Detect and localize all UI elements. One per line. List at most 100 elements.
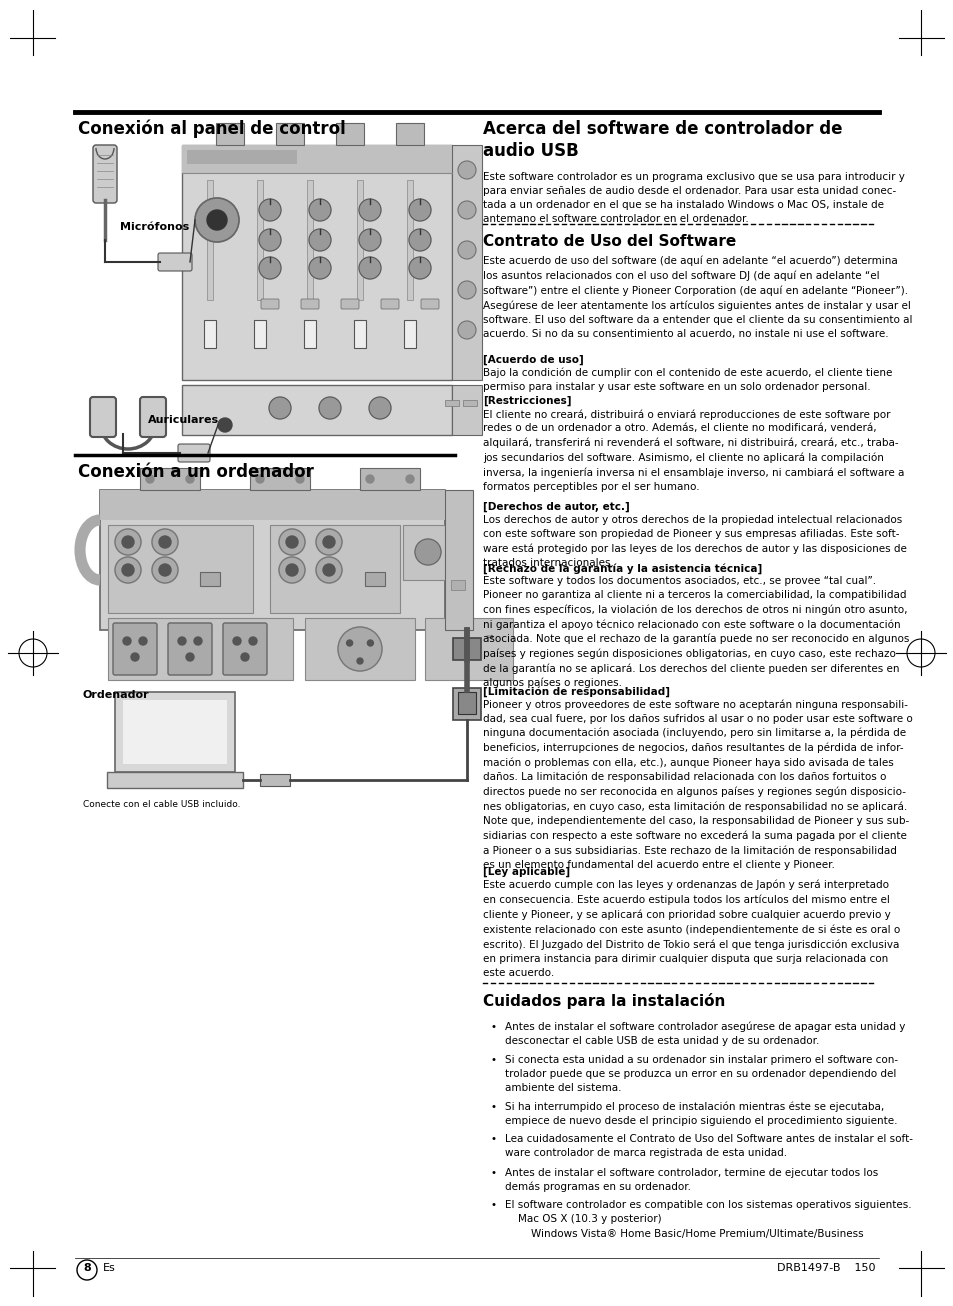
FancyBboxPatch shape [395, 123, 423, 145]
Circle shape [159, 564, 171, 576]
FancyBboxPatch shape [420, 299, 438, 310]
Text: Cuidados para la instalación: Cuidados para la instalación [482, 993, 724, 1010]
Text: DRB1497-B    150: DRB1497-B 150 [777, 1263, 875, 1273]
Text: Si ha interrumpido el proceso de instalación mientras éste se ejecutaba,
empiece: Si ha interrumpido el proceso de instala… [504, 1101, 897, 1126]
FancyBboxPatch shape [100, 490, 444, 520]
FancyBboxPatch shape [275, 123, 304, 145]
Circle shape [356, 658, 363, 663]
Circle shape [369, 397, 391, 419]
Circle shape [218, 418, 232, 432]
Text: [Ley aplicable]: [Ley aplicable] [482, 867, 570, 878]
Circle shape [406, 475, 414, 483]
FancyBboxPatch shape [140, 397, 166, 438]
Text: Acerca del software de controlador de: Acerca del software de controlador de [482, 120, 841, 138]
Circle shape [323, 535, 335, 549]
Text: Conecte con el cable USB incluido.: Conecte con el cable USB incluido. [83, 801, 240, 808]
FancyBboxPatch shape [261, 299, 278, 310]
FancyBboxPatch shape [453, 639, 480, 660]
Circle shape [367, 640, 373, 646]
Text: Este acuerdo de uso del software (de aquí en adelante “el acuerdo”) determina
lo: Este acuerdo de uso del software (de aqu… [482, 256, 911, 338]
Circle shape [309, 199, 331, 221]
Text: Conexión a un ordenador: Conexión a un ordenador [78, 464, 314, 481]
Text: Conexión al panel de control: Conexión al panel de control [78, 120, 345, 138]
Circle shape [278, 556, 305, 582]
Circle shape [193, 637, 202, 645]
Circle shape [194, 199, 239, 242]
Circle shape [286, 564, 297, 576]
Text: audio USB: audio USB [482, 142, 578, 161]
FancyBboxPatch shape [354, 320, 366, 347]
Circle shape [115, 556, 141, 582]
Circle shape [358, 199, 380, 221]
FancyBboxPatch shape [307, 180, 313, 300]
Circle shape [255, 475, 264, 483]
FancyBboxPatch shape [444, 400, 458, 406]
Circle shape [337, 627, 381, 671]
FancyBboxPatch shape [305, 618, 415, 680]
FancyBboxPatch shape [158, 253, 192, 272]
Circle shape [457, 161, 476, 179]
FancyBboxPatch shape [335, 123, 364, 145]
Circle shape [309, 229, 331, 251]
Text: •: • [491, 1055, 497, 1064]
Circle shape [122, 564, 133, 576]
Text: [Limitación de responsabilidad]: [Limitación de responsabilidad] [482, 686, 669, 697]
FancyBboxPatch shape [215, 123, 244, 145]
Circle shape [457, 321, 476, 340]
FancyBboxPatch shape [200, 572, 220, 586]
Text: El cliente no creará, distribuirá o enviará reproducciones de este software por
: El cliente no creará, distribuirá o envi… [482, 409, 903, 492]
FancyBboxPatch shape [453, 688, 480, 720]
Text: 8: 8 [83, 1263, 91, 1273]
Text: Antes de instalar el software controlador, termine de ejecutar todos los
demás p: Antes de instalar el software controlado… [504, 1168, 878, 1192]
FancyBboxPatch shape [182, 145, 452, 380]
Text: Ordenador: Ordenador [83, 690, 150, 700]
FancyBboxPatch shape [204, 320, 215, 347]
Circle shape [457, 281, 476, 299]
FancyBboxPatch shape [253, 320, 266, 347]
Text: Micrófonos: Micrófonos [120, 222, 189, 232]
Text: Pioneer y otros proveedores de este software no aceptarán ninguna responsabili-
: Pioneer y otros proveedores de este soft… [482, 699, 912, 870]
Text: •: • [491, 1168, 497, 1178]
FancyBboxPatch shape [92, 145, 117, 202]
FancyBboxPatch shape [108, 525, 253, 613]
Circle shape [358, 257, 380, 279]
FancyBboxPatch shape [250, 468, 310, 490]
Circle shape [286, 535, 297, 549]
Text: •: • [491, 1135, 497, 1144]
Text: Si conecta esta unidad a su ordenador sin instalar primero el software con-
trol: Si conecta esta unidad a su ordenador si… [504, 1055, 897, 1093]
FancyBboxPatch shape [407, 180, 413, 300]
Text: •: • [491, 1200, 497, 1211]
Circle shape [123, 637, 131, 645]
FancyBboxPatch shape [100, 490, 444, 629]
FancyBboxPatch shape [452, 385, 481, 435]
FancyBboxPatch shape [444, 490, 473, 629]
Text: El software controlador es compatible con los sistemas operativos siguientes.
  : El software controlador es compatible co… [504, 1200, 911, 1238]
Circle shape [146, 475, 153, 483]
FancyBboxPatch shape [365, 572, 385, 586]
FancyBboxPatch shape [182, 145, 452, 172]
Circle shape [241, 653, 249, 661]
Circle shape [409, 199, 431, 221]
FancyBboxPatch shape [424, 618, 513, 680]
FancyBboxPatch shape [462, 400, 476, 406]
FancyBboxPatch shape [359, 468, 419, 490]
Text: Este software y todos los documentos asociados, etc., se provee “tal cual”.
Pion: Este software y todos los documentos aso… [482, 576, 908, 688]
FancyBboxPatch shape [256, 180, 263, 300]
Circle shape [269, 397, 291, 419]
Circle shape [233, 637, 241, 645]
FancyBboxPatch shape [403, 320, 416, 347]
FancyBboxPatch shape [207, 180, 213, 300]
Text: Este acuerdo cumple con las leyes y ordenanzas de Japón y será interpretado
en c: Este acuerdo cumple con las leyes y orde… [482, 880, 900, 977]
FancyBboxPatch shape [260, 774, 290, 786]
FancyBboxPatch shape [90, 397, 116, 438]
Circle shape [139, 637, 147, 645]
FancyBboxPatch shape [108, 618, 293, 680]
Circle shape [115, 529, 141, 555]
FancyBboxPatch shape [270, 525, 399, 613]
FancyBboxPatch shape [140, 468, 200, 490]
Text: Este software controlador es un programa exclusivo que se usa para introducir y
: Este software controlador es un programa… [482, 172, 904, 225]
Circle shape [258, 199, 281, 221]
Circle shape [457, 201, 476, 219]
Circle shape [318, 397, 340, 419]
Text: [Acuerdo de uso]: [Acuerdo de uso] [482, 355, 583, 366]
